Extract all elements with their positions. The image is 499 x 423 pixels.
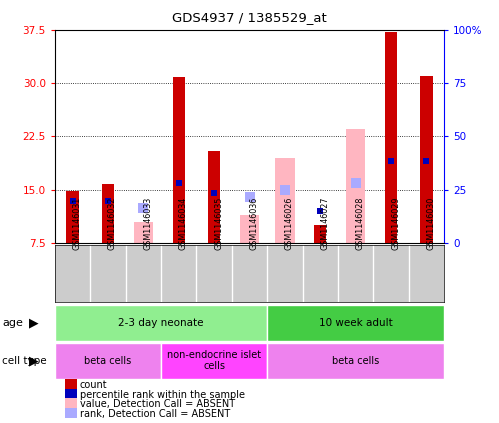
Text: GSM1146027: GSM1146027 [320,196,329,250]
Text: age: age [2,318,23,327]
Bar [275,158,294,243]
Text: percentile rank within the sample: percentile rank within the sample [80,390,245,400]
Text: GSM1146029: GSM1146029 [391,196,400,250]
Text: GSM1146032: GSM1146032 [108,197,117,250]
Bar [173,77,185,243]
Text: GSM1146034: GSM1146034 [179,197,188,250]
Bar [346,129,365,243]
Bar [385,32,397,243]
Bar [161,343,267,379]
Text: GSM1146033: GSM1146033 [143,197,152,250]
Text: ▶: ▶ [29,316,39,329]
Text: 2-3 day neonate: 2-3 day neonate [118,318,204,327]
Bar [66,190,79,243]
Text: 10 week adult: 10 week adult [319,318,393,327]
Text: non-endocrine islet
cells: non-endocrine islet cells [167,350,261,371]
Text: GSM1146028: GSM1146028 [356,197,365,250]
Bar [102,184,114,243]
Text: GSM1146036: GSM1146036 [250,197,258,250]
Bar [134,222,153,243]
Text: count: count [80,380,107,390]
Bar [314,225,326,243]
Bar [267,343,444,379]
Text: value, Detection Call = ABSENT: value, Detection Call = ABSENT [80,399,235,409]
Text: GSM1146026: GSM1146026 [285,197,294,250]
Text: ▶: ▶ [29,354,39,367]
Text: GSM1146035: GSM1146035 [214,197,223,250]
Bar [240,215,259,243]
Text: rank, Detection Call = ABSENT: rank, Detection Call = ABSENT [80,409,230,419]
Bar [55,343,161,379]
Text: GSM1146030: GSM1146030 [427,197,436,250]
Text: beta cells: beta cells [84,356,132,365]
Text: GSM1146031: GSM1146031 [72,197,81,250]
Bar [208,151,221,243]
Text: GDS4937 / 1385529_at: GDS4937 / 1385529_at [172,11,327,24]
Bar [55,305,267,341]
Bar [420,76,433,243]
Bar [267,305,444,341]
Text: cell type: cell type [2,356,47,365]
Text: beta cells: beta cells [332,356,379,365]
